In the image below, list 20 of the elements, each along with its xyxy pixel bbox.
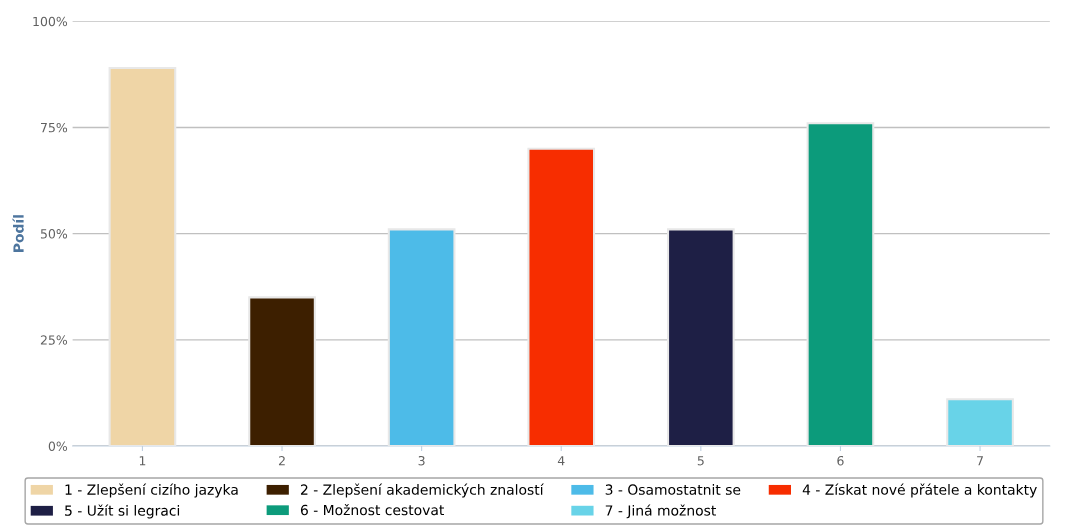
x-tick-label: 6 bbox=[837, 455, 844, 466]
y-tick-label: 75% bbox=[41, 122, 68, 133]
y-tick-label: 0% bbox=[48, 441, 68, 451]
legend-label: 2 - Zlepšení akademických znalostí bbox=[300, 483, 544, 498]
legend-label: 5 - Užít si legraci bbox=[65, 504, 180, 519]
y-tick-label: 25% bbox=[40, 335, 68, 345]
legend-label: 3 - Osamostatnit se bbox=[605, 484, 741, 495]
y-tick-label: 50% bbox=[40, 229, 68, 239]
legend-label: 1 - Zlepšení cizího jazyka bbox=[65, 483, 238, 498]
x-tick-label: 1 bbox=[139, 456, 146, 466]
x-tick-label: 5 bbox=[697, 456, 704, 466]
legend-label: 6 - Možnost cestovat bbox=[300, 503, 445, 516]
y-tick-label: 100% bbox=[33, 16, 68, 27]
x-tick-label: 2 bbox=[278, 455, 285, 466]
legend-label: 7 - Jiná možnost bbox=[605, 504, 716, 519]
y-axis-title: Podíl bbox=[12, 215, 24, 252]
legend-label: 4 - Získat nové přátele a kontakty bbox=[802, 483, 1037, 498]
x-tick-label: 4 bbox=[557, 456, 565, 466]
x-tick-label: 3 bbox=[418, 455, 425, 466]
x-tick-label: 7 bbox=[977, 456, 983, 466]
